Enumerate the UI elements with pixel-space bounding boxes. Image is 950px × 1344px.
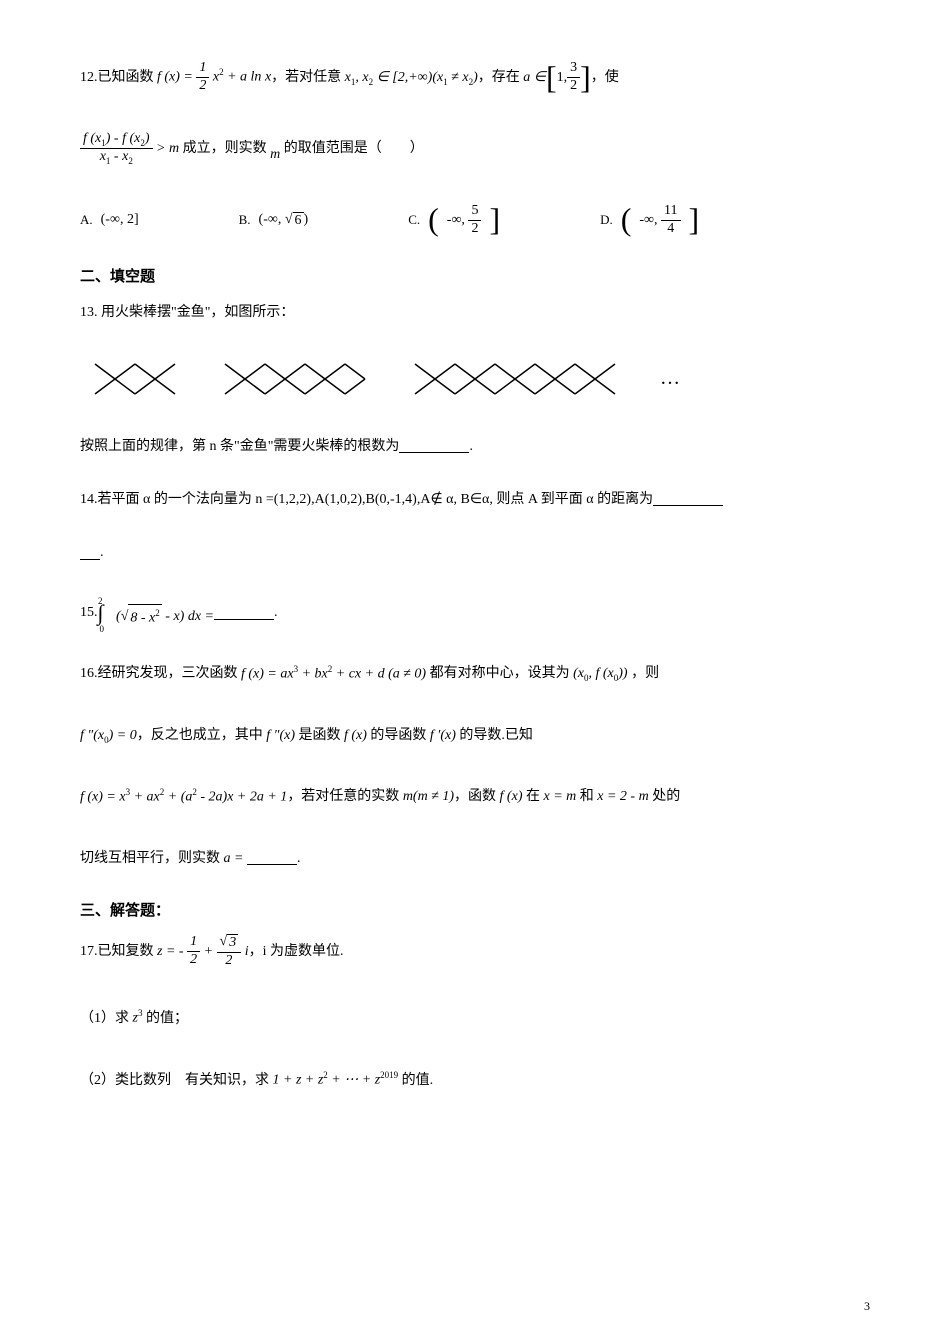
- alpha1: α: [140, 487, 154, 512]
- blank-q16: [247, 851, 297, 865]
- fish-dots: …: [660, 367, 684, 390]
- q12-a-in: a ∈: [520, 65, 546, 90]
- lbracket: [: [546, 65, 557, 91]
- blank-q14b: [80, 546, 100, 560]
- q12-options: A. (-∞, 2] B. (-∞, √6) C. ( -∞, 52 ] D. …: [80, 203, 870, 238]
- opt-d-val: -∞, 114: [639, 203, 680, 238]
- q13-line2: 按照上面的规律，第 n 条"金鱼"需要火柴棒的根数为 .: [80, 434, 870, 459]
- q14-line1: 14.若平面 α 的一个法向量为 n =(1,2,2) ,A(1,0,2),B(…: [80, 487, 870, 512]
- q15-line: 15. ∫02 (√8 - x2 - x) dx = .: [80, 593, 870, 633]
- q12-prefix: 12.已知函数: [80, 65, 154, 90]
- q16-center: (x0, f (x0)): [570, 661, 631, 686]
- gt-m: > m: [153, 136, 183, 161]
- q13-line1: 13. 用火柴棒摆"金鱼"，如图所示：: [80, 300, 870, 325]
- q16-fpx: f ′(x): [426, 723, 459, 748]
- q16-line1: 16.经研究发现，三次函数 f (x) = ax3 + bx2 + cx + d…: [80, 661, 870, 687]
- page-number: 3: [864, 1299, 870, 1314]
- q14-n: n =(1,2,2): [252, 487, 311, 512]
- alpha2: α: [443, 487, 454, 512]
- notin: ∉: [430, 487, 442, 512]
- blank-q13: [399, 439, 469, 453]
- alpha3: α: [482, 487, 489, 512]
- q16-line4: 切线互相平行，则实数 a = .: [80, 846, 870, 871]
- section3-title: 三、解答题：: [80, 899, 870, 920]
- q12-mid1: ，若对任意: [271, 65, 341, 90]
- q16-func2: f (x) = x3 + ax2 + (a2 - 2a)x + 2a + 1: [80, 784, 287, 810]
- q12-line1: 12.已知函数 f (x) = 12 x2 + a ln x ，若对任意 x1,…: [80, 60, 870, 95]
- opt-a-val: (-∞, 2]: [101, 212, 139, 228]
- q12-one: 1,: [557, 65, 568, 90]
- section2-title: 二、填空题: [80, 265, 870, 286]
- q16-x2m: x = 2 - m: [594, 784, 652, 809]
- q12-frac: f (x1) - f (x2) x1 - x2: [80, 131, 153, 167]
- opt-d: D. ( -∞, 114 ]: [600, 203, 699, 238]
- opt-c: C. ( -∞, 52 ]: [408, 203, 500, 238]
- fish-3: [410, 354, 620, 404]
- blank-q15: [214, 606, 274, 620]
- q12-x1x2: x1, x2 ∈ [2,+∞)(x1 ≠ x2): [341, 65, 478, 90]
- blank-q14: [653, 492, 723, 506]
- q16-fx1: f (x): [340, 723, 370, 748]
- q16-a: a =: [220, 846, 247, 871]
- q14-line2: .: [80, 540, 870, 565]
- opt-a: A. (-∞, 2]: [80, 203, 139, 238]
- q16-xm: x = m: [540, 784, 580, 809]
- opt-b-val: (-∞, √6): [259, 212, 309, 229]
- q17-part2: （2）类比数列 有关知识，求 1 + z + z2 + ⋯ + z2019 的值…: [80, 1067, 870, 1093]
- q16-f2: f ″(x0) = 0: [80, 723, 137, 748]
- q16-func: f (x) = ax3 + bx2 + cx + d (a ≠ 0): [238, 661, 430, 687]
- z3: z3: [129, 1005, 146, 1031]
- q17-z: z = - 12 + √32 i: [154, 934, 249, 970]
- opt-b: B. (-∞, √6): [239, 203, 309, 238]
- q15-integral: ∫02 (√8 - x2 - x) dx =: [98, 593, 214, 633]
- q16-fx2: f (x): [496, 784, 526, 809]
- q12-l2-end: 的取值范围是（ ）: [284, 136, 424, 161]
- q16-line3: f (x) = x3 + ax2 + (a2 - 2a)x + 2a + 1 ，…: [80, 784, 870, 810]
- opt-c-val: -∞, 52: [447, 203, 482, 238]
- rbracket: ]: [580, 65, 591, 91]
- fish-diagram: …: [90, 354, 870, 404]
- q14-pts: ,A(1,0,2),B(0,-1,4),A: [311, 487, 430, 512]
- alpha4: α: [583, 487, 597, 512]
- q16-m: m(m ≠ 1): [399, 784, 454, 809]
- q16-line2: f ″(x0) = 0 ，反之也成立，其中 f ″(x) 是函数 f (x) 的…: [80, 723, 870, 748]
- fish-1: [90, 354, 180, 404]
- q17-part1: （1）求 z3 的值；: [80, 1005, 870, 1031]
- q12-func: f (x) = 12 x2 + a ln x: [154, 60, 272, 95]
- q12-mid2: ，存在: [478, 65, 520, 90]
- m-sub: m: [267, 142, 284, 167]
- q12-mid3: ，使: [591, 65, 619, 90]
- fish-2: [220, 354, 370, 404]
- q12-line2: f (x1) - f (x2) x1 - x2 > m 成立，则实数 m 的取值…: [80, 131, 870, 167]
- q17-line1: 17.已知复数 z = - 12 + √32 i ，i 为虚数单位.: [80, 934, 870, 970]
- series: 1 + z + z2 + ⋯ + z2019: [269, 1067, 402, 1093]
- three-half: 32: [567, 60, 580, 95]
- q12-l2-mid: 成立，则实数: [183, 136, 267, 161]
- q16-f2x: f ″(x): [263, 723, 299, 748]
